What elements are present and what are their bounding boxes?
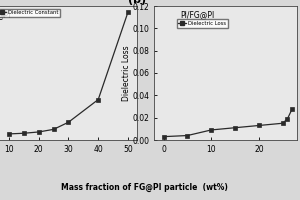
Text: Mass fraction of FG@PI particle  (wt%): Mass fraction of FG@PI particle (wt%) <box>61 183 227 192</box>
Y-axis label: Dielectric Loss: Dielectric Loss <box>122 45 131 101</box>
Text: PI/FG@PI: PI/FG@PI <box>180 10 214 19</box>
Text: (b): (b) <box>128 0 146 5</box>
Text: @PI: @PI <box>0 10 11 19</box>
Legend: Dielectric Loss: Dielectric Loss <box>177 19 227 28</box>
Legend: Dielectric Constant: Dielectric Constant <box>0 9 60 17</box>
